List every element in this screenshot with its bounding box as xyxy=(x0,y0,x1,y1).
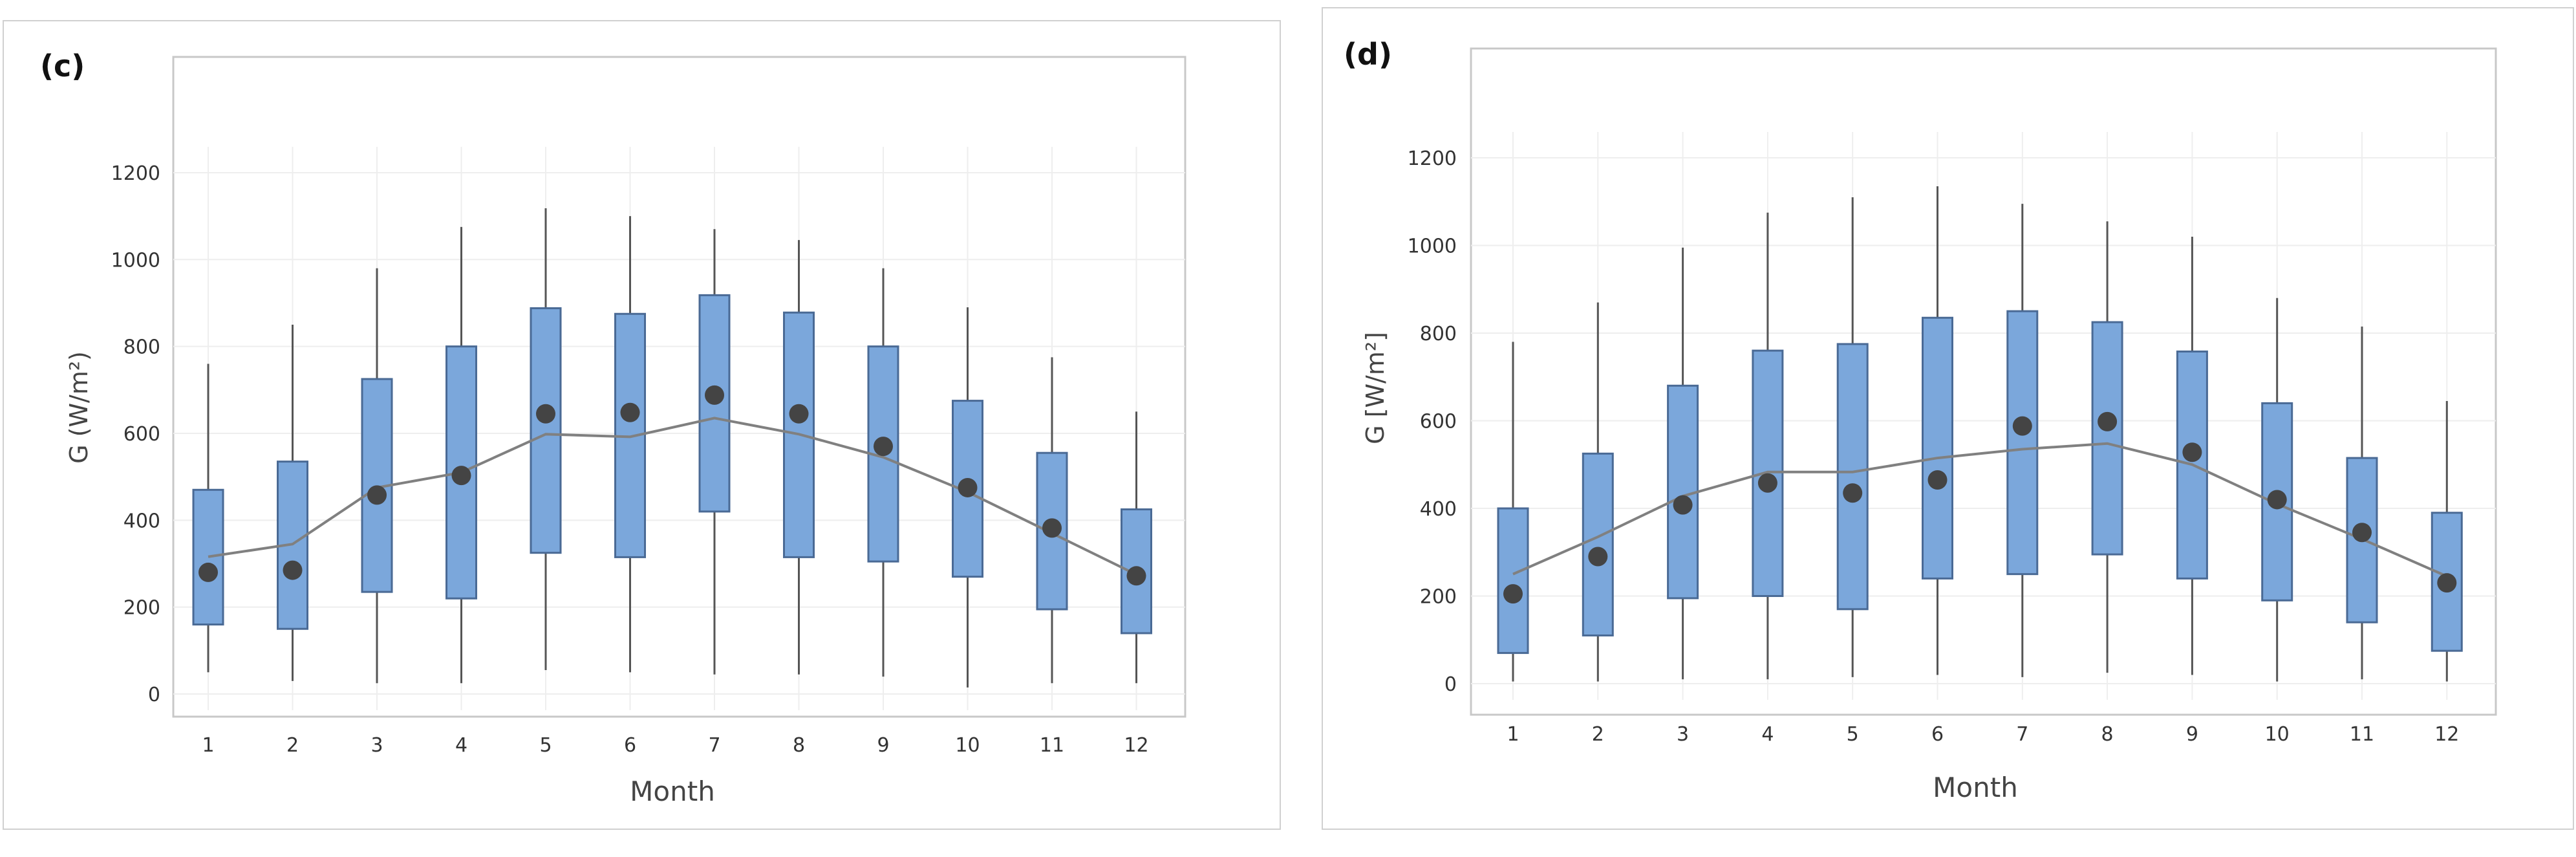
x-tick-label: 4 xyxy=(455,734,467,757)
x-tick-label: 6 xyxy=(624,734,636,757)
y-tick-label: 600 xyxy=(123,423,160,446)
box xyxy=(2091,321,2123,556)
mean-dot xyxy=(1503,584,1523,604)
y-axis-label-d: G [W/m²] xyxy=(1361,332,1390,444)
x-tick-label: 4 xyxy=(1761,723,1774,746)
x-tick-label: 9 xyxy=(877,734,889,757)
y-tick-label: 200 xyxy=(1420,586,1457,609)
x-tick-label: 11 xyxy=(2350,723,2374,746)
marks-d xyxy=(1497,186,2463,682)
x-tick-label: 11 xyxy=(1040,734,1064,757)
x-axis-label-c: Month xyxy=(630,776,715,807)
mean-dot xyxy=(2012,416,2032,436)
x-tick-label: 5 xyxy=(539,734,552,757)
x-tick-label: 7 xyxy=(708,734,720,757)
mean-dot xyxy=(1126,566,1146,586)
y-tick-label: 1000 xyxy=(111,249,160,272)
x-tick-label: 7 xyxy=(2016,723,2028,746)
x-tick-label: 3 xyxy=(370,734,383,757)
box xyxy=(1836,343,1869,611)
mean-dot xyxy=(1927,470,1948,490)
y-tick-label: 0 xyxy=(1444,673,1457,696)
y-tick-label: 0 xyxy=(148,684,160,706)
y-tick-label: 1200 xyxy=(1408,147,1457,170)
mean-dot xyxy=(2182,442,2202,462)
box xyxy=(192,488,224,626)
mean-dot xyxy=(536,404,555,424)
x-tick-label: 12 xyxy=(2434,723,2459,746)
box xyxy=(1582,452,1614,636)
mean-dot xyxy=(789,404,809,424)
y-tick-label: 800 xyxy=(1420,323,1457,345)
mean-dot xyxy=(2267,490,2287,510)
mean-dot xyxy=(1042,518,1062,538)
x-tick-label: 12 xyxy=(1124,734,1148,757)
x-tick-labels-d: 1 2 3 4 5 6 7 8 9 10 11 12 xyxy=(1507,723,2459,746)
y-tick-labels-c: 0 200 400 600 800 1000 1200 xyxy=(111,162,160,706)
mean-dot xyxy=(1843,483,1863,503)
marks-c xyxy=(192,208,1152,688)
x-tick-label: 1 xyxy=(1507,723,1519,746)
y-axis-label-c: G (W/m²) xyxy=(65,351,93,464)
mean-dot xyxy=(958,477,978,497)
mean-dot xyxy=(705,385,724,405)
x-tick-label: 3 xyxy=(1677,723,1689,746)
mean-dot xyxy=(1673,495,1693,515)
panel-label-d: (d) xyxy=(1344,37,1392,72)
y-tick-label: 400 xyxy=(123,510,160,532)
mean-dot xyxy=(620,402,640,422)
mean-dot xyxy=(283,560,303,580)
mean-dot xyxy=(451,466,471,486)
box xyxy=(1922,316,1953,580)
y-tick-labels-d: 0 200 400 600 800 1000 1200 xyxy=(1408,147,1457,696)
y-tick-label: 1000 xyxy=(1408,235,1457,258)
x-axis-label-d: Month xyxy=(1933,772,2018,803)
y-tick-label: 1200 xyxy=(111,162,160,185)
plot-area-c xyxy=(172,56,1186,718)
x-tick-label: 6 xyxy=(1931,723,1944,746)
x-tick-label: 9 xyxy=(2186,723,2198,746)
x-tick-label: 1 xyxy=(202,734,214,757)
x-tick-label: 10 xyxy=(955,734,980,757)
x-tick-label: 5 xyxy=(1847,723,1859,746)
plot-area-d xyxy=(1470,47,2497,716)
y-tick-label: 200 xyxy=(123,597,160,620)
box xyxy=(1497,507,1529,655)
y-tick-label: 800 xyxy=(123,336,160,359)
mean-dot xyxy=(1757,473,1777,493)
x-tick-label: 8 xyxy=(793,734,805,757)
x-tick-label: 2 xyxy=(1592,723,1604,746)
y-tick-label: 600 xyxy=(1420,411,1457,433)
x-tick-label: 8 xyxy=(2101,723,2114,746)
trend-line xyxy=(1512,442,2448,578)
x-tick-label: 10 xyxy=(2265,723,2290,746)
mean-dot xyxy=(2437,573,2457,593)
mean-dot xyxy=(199,562,218,582)
panel-label-c: (c) xyxy=(40,49,85,83)
mean-dot xyxy=(1588,547,1608,567)
box xyxy=(2006,310,2039,576)
trend-line xyxy=(208,417,1137,576)
box xyxy=(530,307,562,554)
mean-dot xyxy=(2352,523,2372,543)
x-tick-label: 2 xyxy=(286,734,299,757)
y-tick-label: 400 xyxy=(1420,498,1457,521)
mean-dot xyxy=(367,485,387,505)
x-tick-labels-c: 1 2 3 4 5 6 7 8 9 10 11 12 xyxy=(202,734,1148,757)
mean-dot xyxy=(2098,411,2118,431)
mean-dot xyxy=(874,437,893,457)
